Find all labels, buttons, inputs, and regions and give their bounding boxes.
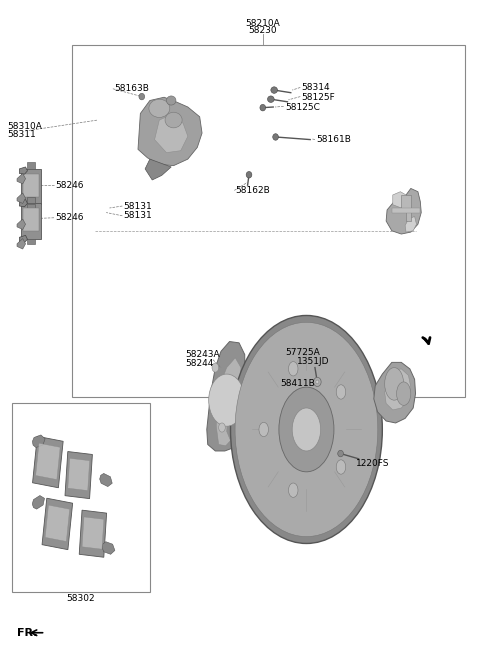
Polygon shape [138, 97, 202, 166]
Text: 58125F: 58125F [301, 93, 336, 102]
Ellipse shape [167, 96, 176, 105]
Ellipse shape [336, 460, 346, 474]
Polygon shape [17, 219, 25, 229]
Text: 58131: 58131 [124, 212, 153, 220]
Text: 57725A: 57725A [285, 348, 320, 357]
Polygon shape [19, 235, 27, 242]
Polygon shape [32, 495, 45, 509]
Ellipse shape [219, 423, 225, 432]
Ellipse shape [165, 112, 182, 128]
Polygon shape [21, 169, 41, 204]
Ellipse shape [292, 408, 321, 451]
Polygon shape [27, 162, 35, 169]
Ellipse shape [338, 450, 343, 457]
Polygon shape [27, 196, 35, 203]
Ellipse shape [288, 361, 298, 376]
Polygon shape [32, 435, 45, 447]
Ellipse shape [259, 422, 268, 437]
Bar [12, 403, 150, 593]
Polygon shape [82, 517, 104, 549]
Text: 58163B: 58163B [114, 84, 149, 93]
Polygon shape [155, 115, 188, 152]
Ellipse shape [267, 96, 274, 102]
Text: 58246: 58246 [55, 181, 84, 190]
Polygon shape [33, 436, 63, 487]
Text: FR.: FR. [17, 627, 37, 638]
Text: 1351JD: 1351JD [297, 357, 329, 366]
Polygon shape [23, 208, 39, 231]
Text: 58161B: 58161B [316, 135, 351, 144]
Polygon shape [216, 358, 241, 445]
Text: 1220FS: 1220FS [356, 459, 390, 468]
Polygon shape [17, 238, 25, 249]
Ellipse shape [149, 99, 170, 118]
Polygon shape [19, 200, 27, 207]
Polygon shape [27, 239, 35, 244]
Ellipse shape [396, 382, 411, 405]
Polygon shape [36, 443, 60, 480]
Polygon shape [79, 510, 107, 557]
Ellipse shape [273, 134, 278, 140]
Ellipse shape [212, 363, 219, 372]
Text: 58230: 58230 [249, 26, 277, 35]
Text: 58310A: 58310A [8, 122, 42, 131]
Text: 58244: 58244 [185, 359, 214, 367]
Polygon shape [27, 204, 35, 210]
Polygon shape [207, 342, 245, 451]
Text: 58125C: 58125C [285, 102, 320, 112]
Ellipse shape [313, 377, 321, 386]
Polygon shape [42, 498, 72, 550]
Ellipse shape [209, 374, 245, 426]
Text: 58314: 58314 [301, 83, 330, 92]
Polygon shape [23, 174, 39, 196]
Ellipse shape [271, 87, 277, 93]
Polygon shape [393, 192, 407, 208]
Ellipse shape [316, 380, 319, 384]
Polygon shape [100, 474, 112, 487]
Polygon shape [374, 363, 416, 423]
Polygon shape [17, 193, 25, 204]
Polygon shape [65, 451, 92, 499]
Ellipse shape [260, 104, 265, 111]
Ellipse shape [336, 385, 346, 399]
Polygon shape [145, 159, 171, 180]
Text: 58246: 58246 [55, 214, 84, 222]
Text: 58162B: 58162B [235, 186, 270, 195]
Polygon shape [386, 189, 421, 234]
Polygon shape [21, 203, 41, 239]
Polygon shape [17, 173, 25, 184]
Polygon shape [384, 369, 411, 410]
Ellipse shape [230, 315, 383, 543]
Text: 58131: 58131 [124, 202, 153, 210]
Text: 58302: 58302 [67, 595, 96, 603]
Polygon shape [45, 505, 70, 541]
Text: 58411B: 58411B [280, 379, 315, 388]
Polygon shape [405, 216, 417, 232]
Text: 58311: 58311 [8, 130, 36, 139]
Text: 58243A: 58243A [185, 350, 220, 359]
Bar [72, 45, 466, 397]
Ellipse shape [235, 323, 378, 537]
Polygon shape [19, 167, 27, 174]
Text: 58210A: 58210A [245, 19, 280, 28]
Ellipse shape [139, 93, 144, 100]
Polygon shape [68, 459, 90, 491]
Ellipse shape [246, 171, 252, 178]
Ellipse shape [384, 367, 404, 400]
Ellipse shape [279, 387, 334, 472]
Ellipse shape [288, 483, 298, 497]
Polygon shape [392, 208, 420, 213]
Polygon shape [401, 195, 411, 221]
Polygon shape [102, 542, 115, 555]
